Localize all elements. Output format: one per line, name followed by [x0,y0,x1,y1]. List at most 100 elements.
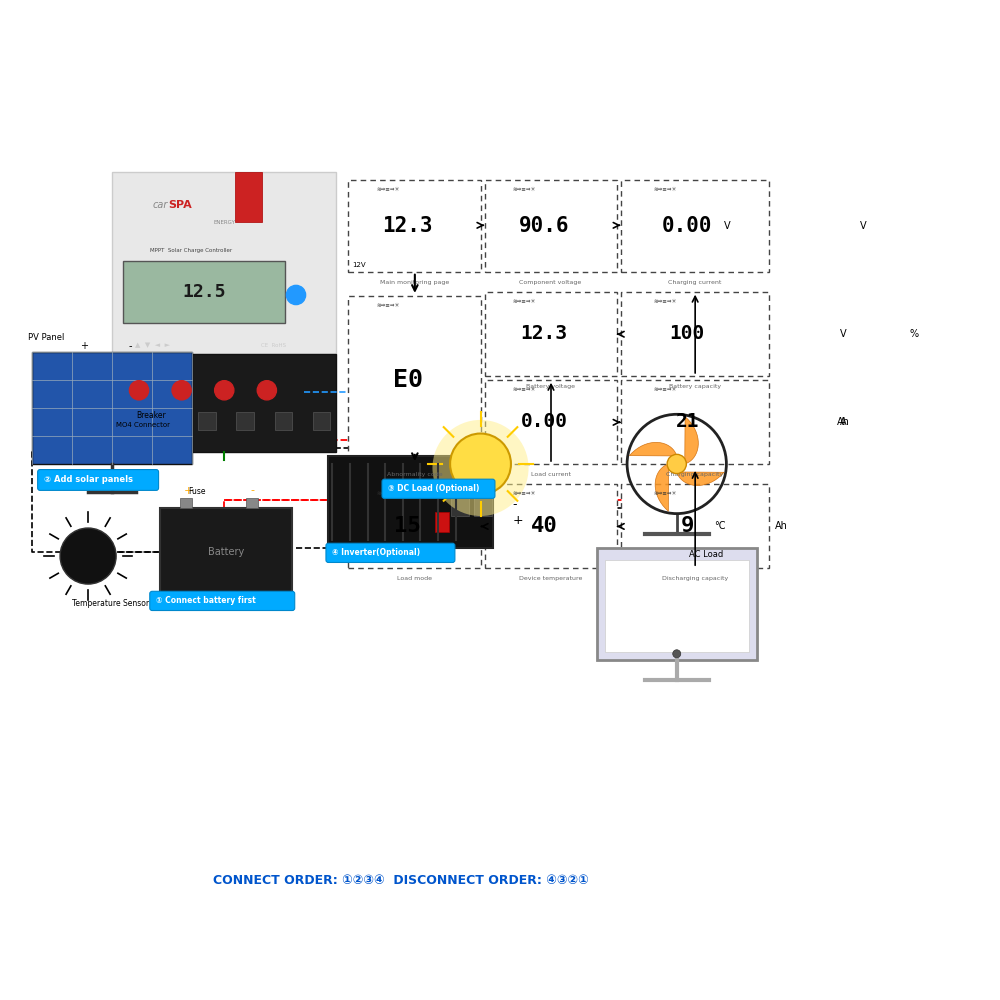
Text: ≋⇒≡⇒☼: ≋⇒≡⇒☼ [512,387,536,392]
Polygon shape [629,442,677,456]
Text: Main monitoring page: Main monitoring page [380,280,449,285]
Text: 9: 9 [681,516,694,536]
Text: ≋⇒≡⇒☼: ≋⇒≡⇒☼ [376,187,400,192]
Bar [235,172,262,222]
Text: V: V [724,221,731,231]
Text: Abnormality code: Abnormality code [387,472,442,477]
Text: ③ DC Load (Optional): ③ DC Load (Optional) [388,484,480,493]
Text: ≋⇒≡⇒☼: ≋⇒≡⇒☼ [653,299,677,304]
Text: Device temperature: Device temperature [519,576,582,581]
Circle shape [172,381,191,400]
Text: Temperature Sensor: Temperature Sensor [72,599,149,608]
Bar [474,485,492,516]
Text: 40: 40 [531,516,557,536]
FancyBboxPatch shape [38,470,159,490]
Bar [180,498,192,508]
Text: ≋⇒≡⇒☼: ≋⇒≡⇒☼ [376,491,400,496]
Text: ≋⇒≡⇒☼: ≋⇒≡⇒☼ [512,187,536,192]
FancyBboxPatch shape [326,543,455,562]
Bar [597,548,757,660]
Text: ≋⇒≡⇒☼: ≋⇒≡⇒☼ [512,491,536,496]
Text: Ah: Ah [775,521,788,531]
Text: ① Connect battery first: ① Connect battery first [156,596,256,605]
Text: +: + [184,486,193,496]
Text: Battery: Battery [208,547,244,557]
Bar [122,412,140,430]
Text: Load current: Load current [531,472,571,477]
Text: -: - [250,486,254,496]
Text: SPA: SPA [168,200,192,210]
Text: CE  RoHS: CE RoHS [261,343,286,348]
Bar [485,484,617,568]
Bar [32,352,192,464]
Text: -: - [513,498,517,511]
Bar [160,508,292,596]
Text: Charging current: Charging current [668,280,721,285]
Bar [160,412,178,430]
Text: MO4 Connector: MO4 Connector [116,422,170,428]
Polygon shape [655,464,669,511]
Bar [485,380,617,464]
Text: +: + [513,514,523,527]
Bar [605,560,749,652]
Text: AC Load: AC Load [689,550,723,559]
Polygon shape [677,472,724,486]
Bar [485,180,617,272]
Bar [621,380,769,464]
Circle shape [215,381,234,400]
FancyBboxPatch shape [382,479,495,498]
Bar [621,484,769,568]
Circle shape [667,454,686,474]
Bar [112,354,336,452]
Text: ≋⇒≡⇒☼: ≋⇒≡⇒☼ [376,303,400,308]
Bar [313,412,330,430]
Circle shape [673,650,681,658]
Text: Load mode: Load mode [397,576,432,581]
Circle shape [129,381,149,400]
Bar [348,296,481,464]
Text: V: V [840,329,846,339]
Text: Discharging capacity: Discharging capacity [662,576,728,581]
Text: car: car [153,200,168,210]
Bar [485,292,617,376]
Text: 15: 15 [394,516,421,536]
Text: 90.6: 90.6 [519,216,569,236]
Text: %: % [910,329,919,339]
Bar [112,172,336,354]
Circle shape [257,381,276,400]
Text: °C: °C [715,521,726,531]
Text: 100: 100 [670,324,705,343]
Bar [123,261,285,323]
Circle shape [60,528,116,584]
Text: ≋⇒≡⇒☼: ≋⇒≡⇒☼ [653,491,677,496]
Bar [328,456,493,548]
Text: CONNECT ORDER: ①②③④  DISCONNECT ORDER: ④③②①: CONNECT ORDER: ①②③④ DISCONNECT ORDER: ④③… [213,874,588,887]
Text: ENERGY: ENERGY [213,220,235,225]
Text: Battery capacity: Battery capacity [669,384,721,389]
Text: -: - [128,341,132,351]
Circle shape [432,420,529,516]
Text: Ah: Ah [837,417,850,427]
Text: V: V [860,221,867,231]
Text: ≋⇒≡⇒☼: ≋⇒≡⇒☼ [512,299,536,304]
Bar [435,512,449,532]
Text: ▲  ▼  ◄  ►: ▲ ▼ ◄ ► [135,342,170,348]
Polygon shape [685,417,698,464]
Text: ≋⇒≡⇒☼: ≋⇒≡⇒☼ [653,187,677,192]
Bar [275,412,292,430]
Text: Battery voltage: Battery voltage [526,384,575,389]
Text: 12.3: 12.3 [520,324,567,343]
Text: 12.3: 12.3 [383,216,433,236]
Bar [621,180,769,272]
Text: MPPT  Solar Charge Controller: MPPT Solar Charge Controller [150,248,232,253]
Bar [621,292,769,376]
Bar [236,412,254,430]
Bar [471,482,490,496]
Circle shape [286,285,306,305]
Text: 0.00: 0.00 [520,412,567,431]
Text: +: + [80,341,88,351]
Text: 12V: 12V [352,262,366,268]
Text: Breaker: Breaker [136,411,166,420]
Text: 21: 21 [676,412,699,431]
Text: ≋⇒≡⇒☼: ≋⇒≡⇒☼ [653,387,677,392]
